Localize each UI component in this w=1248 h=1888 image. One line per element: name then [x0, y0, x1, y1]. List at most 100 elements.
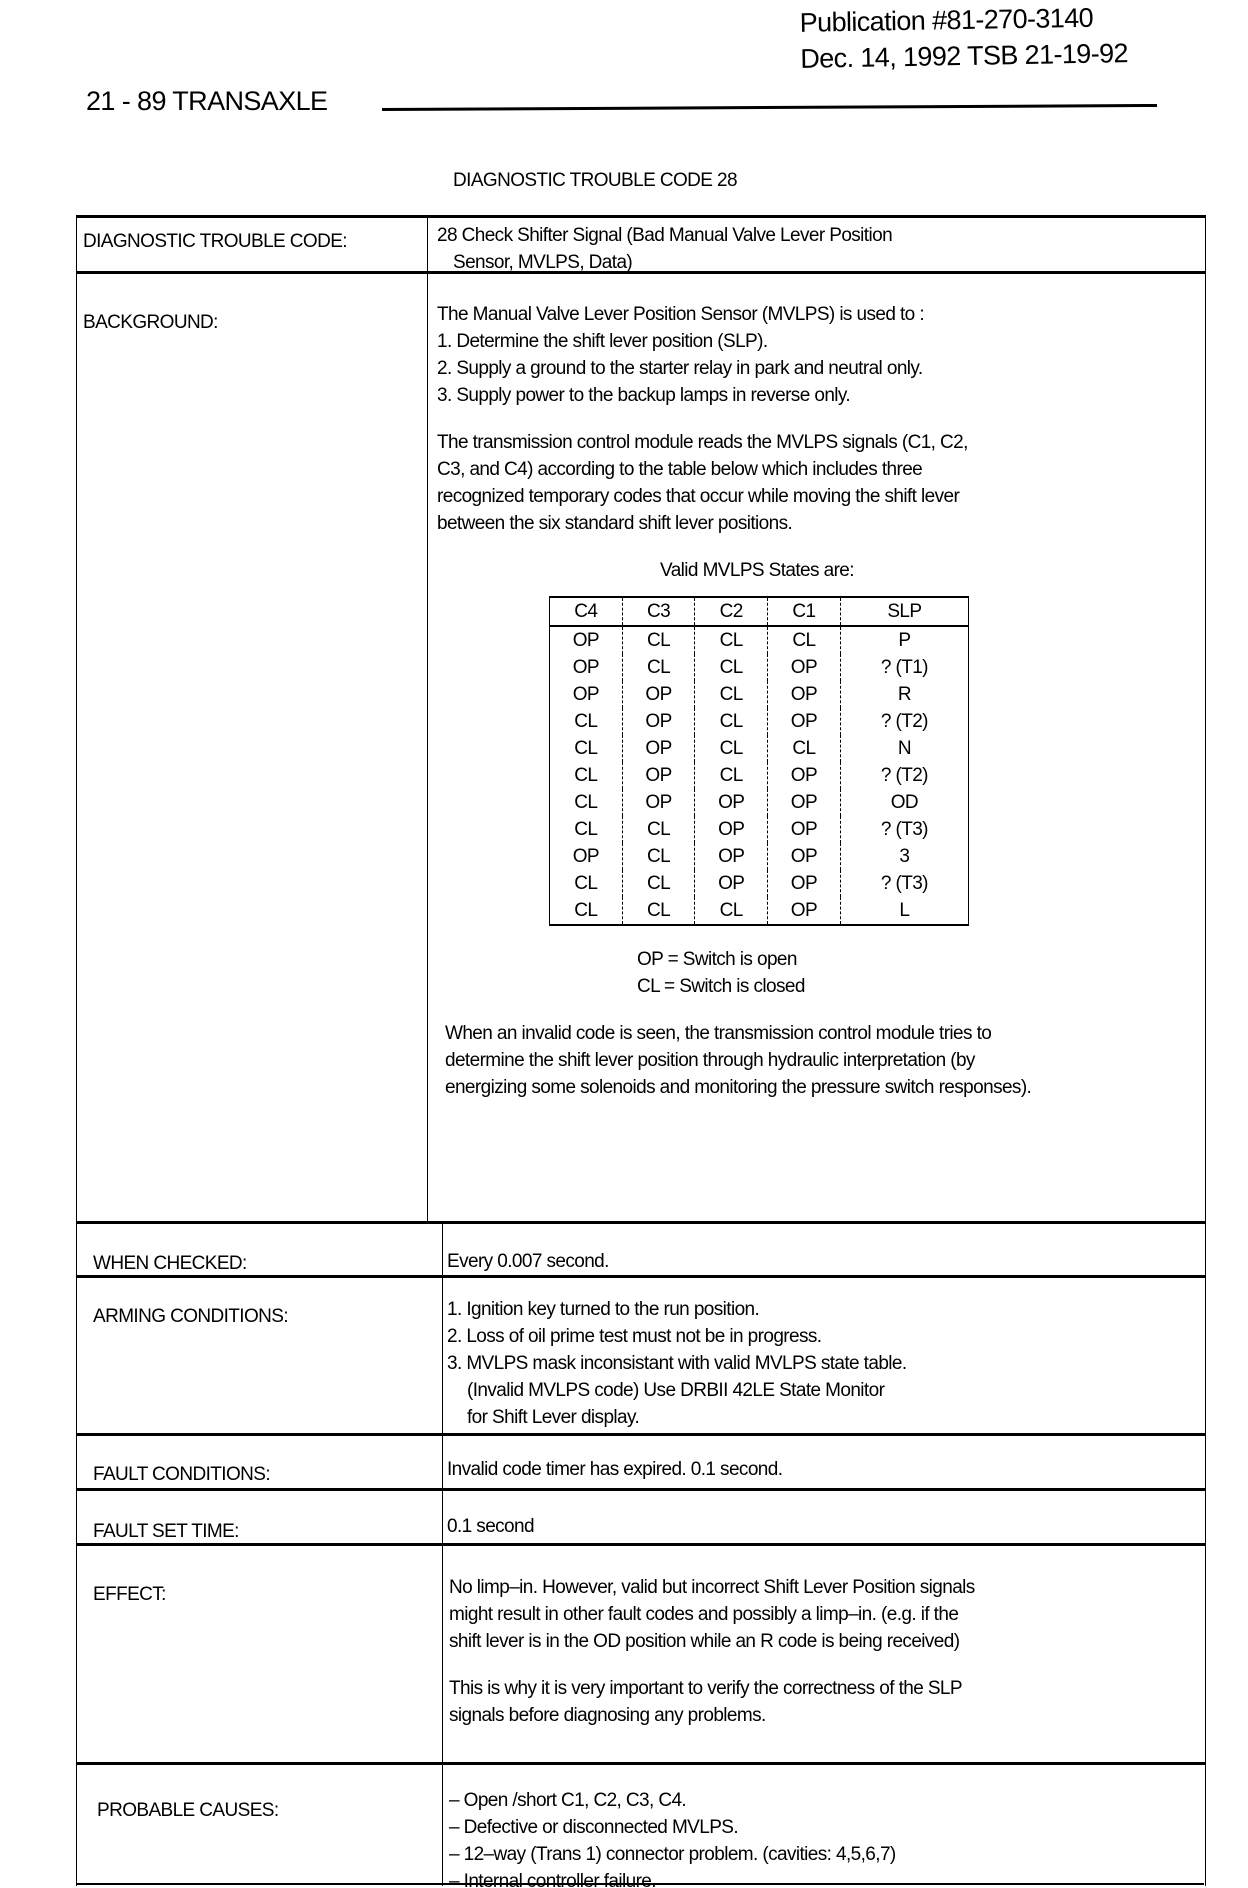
table-header-cell: C4 [549, 596, 623, 627]
dtc-line: Sensor, MVLPS, Data) [453, 252, 633, 273]
probable-causes-label: PROBABLE CAUSES: [97, 1800, 279, 1821]
table-cell: P [839, 626, 969, 654]
column-divider [442, 1436, 443, 1491]
section-header: 21 - 89 TRANSAXLE [86, 86, 328, 116]
table-cell: OP [621, 681, 695, 708]
probable-cause-item: – Defective or disconnected MVLPS. [449, 1817, 739, 1838]
fault-conditions-value: Invalid code timer has expired. 0.1 seco… [447, 1459, 783, 1480]
table-cell: ? (T1) [839, 654, 969, 681]
column-divider [442, 1491, 443, 1546]
probable-cause-item: – Internal controller failure. [449, 1871, 657, 1888]
background-item: 2. Supply a ground to the starter relay … [437, 358, 923, 379]
table-header-cell: SLP [839, 596, 969, 627]
table-cell: OP [621, 789, 695, 816]
background-row: BACKGROUND: The Manual Valve Lever Posit… [76, 271, 1206, 1224]
table-cell: OP [767, 708, 841, 735]
table-cell: OP [694, 816, 768, 843]
table-cell: CL [694, 654, 768, 681]
when-checked-label: WHEN CHECKED: [93, 1253, 247, 1274]
arming-label: ARMING CONDITIONS: [93, 1306, 289, 1327]
table-cell: OP [694, 843, 768, 870]
table-row: CL OP CL OP? (T2) [549, 708, 969, 735]
table-cell: OP [621, 762, 695, 789]
table-cell: CL [694, 762, 768, 789]
table-cell: CL [549, 816, 623, 843]
arming-item: 1. Ignition key turned to the run positi… [447, 1299, 760, 1320]
effect-paragraph: This is why it is very important to veri… [449, 1678, 962, 1726]
table-cell: CL [767, 626, 841, 654]
column-divider [442, 1278, 443, 1436]
publication-date: Dec. 14, 1992 TSB 21-19-92 [800, 38, 1129, 74]
column-divider [427, 274, 428, 1224]
arming-row: ARMING CONDITIONS: 1. Ignition key turne… [76, 1275, 1206, 1436]
table-cell: OP [767, 816, 841, 843]
table-cell: CL [621, 626, 695, 654]
table-cell: ? (T2) [839, 762, 969, 789]
table-cell: ? (T3) [839, 870, 969, 897]
header-rule [381, 103, 1158, 112]
table-cell: CL [549, 762, 623, 789]
column-divider [442, 1224, 443, 1278]
table-row: OP CL OP OP 3 [549, 843, 969, 870]
table-cell: CL [694, 681, 768, 708]
table-cell: OP [694, 789, 768, 816]
effect-paragraph: No limp–in. However, valid but incorrect… [449, 1577, 975, 1652]
fault-set-time-value: 0.1 second [447, 1516, 535, 1537]
table-cell: OP [621, 735, 695, 762]
background-label: BACKGROUND: [83, 312, 218, 333]
arming-item: 2. Loss of oil prime test must not be in… [447, 1326, 822, 1347]
table-row: CL OP CL OP? (T2) [549, 762, 969, 789]
table-bottom-rule [76, 1883, 1204, 1885]
table-cell: OP [767, 654, 841, 681]
arming-item: for Shift Lever display. [467, 1407, 640, 1428]
table-cell: OP [549, 681, 623, 708]
publication-number: Publication #81-270-3140 [799, 2, 1094, 38]
effect-row: EFFECT: No limp–in. However, valid but i… [76, 1543, 1206, 1765]
fault-set-time-row: FAULT SET TIME: 0.1 second [76, 1488, 1206, 1546]
table-cell: CL [621, 816, 695, 843]
table-cell: OP [767, 789, 841, 816]
table-row: OP CL CL CL P [549, 626, 969, 654]
dtc-line: 28 Check Shifter Signal (Bad Manual Valv… [437, 225, 893, 246]
table-row: CL CL OP OP? (T3) [549, 816, 969, 843]
table-cell: OP [767, 762, 841, 789]
when-checked-value: Every 0.007 second. [447, 1251, 609, 1272]
table-header-cell: C3 [621, 596, 695, 627]
table-cell: CL [549, 897, 623, 925]
table-cell: OP [767, 870, 841, 897]
table-cell: OP [549, 626, 623, 654]
table-row: CL OP CL CL N [549, 735, 969, 762]
table-cell: CL [549, 735, 623, 762]
mvlps-states-table: C4 C3 C2 C1 SLP OP CL CL CL P OP CL CL OP? (T1) OP OP C… [549, 596, 969, 926]
dtc-row: DIAGNOSTIC TROUBLE CODE: 28 Check Shifte… [76, 215, 1206, 274]
background-paragraph: The transmission control module reads th… [437, 432, 968, 534]
table-header-cell: C2 [694, 596, 768, 627]
table-cell: CL [621, 870, 695, 897]
table-row: CL CL CL OP L [549, 897, 969, 925]
table-cell: CL [549, 789, 623, 816]
table-cell: CL [549, 708, 623, 735]
table-cell: L [839, 897, 969, 925]
arming-item: (Invalid MVLPS code) Use DRBII 42LE Stat… [467, 1380, 885, 1401]
probable-cause-item: – Open /short C1, C2, C3, C4. [449, 1790, 687, 1811]
background-item: 1. Determine the shift lever position (S… [437, 331, 768, 352]
table-header-cell: C1 [767, 596, 841, 627]
column-divider [442, 1546, 443, 1765]
table-row: CL OP OP OP OD [549, 789, 969, 816]
legend-closed: CL = Switch is closed [637, 976, 805, 997]
probable-causes-row: PROBABLE CAUSES: – Open /short C1, C2, C… [76, 1762, 1206, 1888]
background-intro: The Manual Valve Lever Position Sensor (… [437, 304, 925, 325]
dtc-label: DIAGNOSTIC TROUBLE CODE: [83, 231, 348, 252]
background-item: 3. Supply power to the backup lamps in r… [437, 385, 851, 406]
table-cell: OP [549, 654, 623, 681]
table-cell: CL [694, 735, 768, 762]
fault-conditions-row: FAULT CONDITIONS: Invalid code timer has… [76, 1433, 1206, 1491]
table-caption: Valid MVLPS States are: [660, 560, 855, 581]
effect-label: EFFECT: [93, 1584, 166, 1605]
table-cell: CL [694, 708, 768, 735]
table-cell: N [839, 735, 969, 762]
table-cell: OP [549, 843, 623, 870]
table-cell: OP [694, 870, 768, 897]
table-cell: OD [839, 789, 969, 816]
